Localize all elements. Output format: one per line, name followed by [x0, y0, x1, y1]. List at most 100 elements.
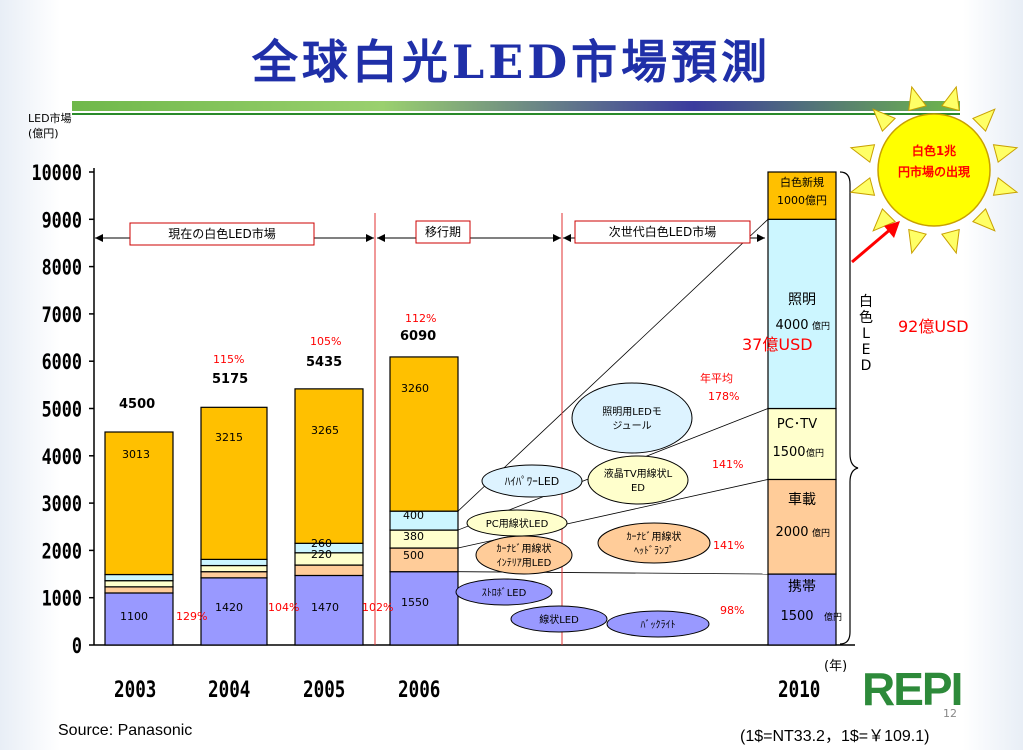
seg2010-pctv-unit: 億円 [806, 447, 824, 459]
bubble-lighting-module-text: ジュール [612, 421, 651, 432]
sun-ray [872, 108, 896, 132]
phase-label-current-box [129, 222, 315, 246]
y-tick-label: 5000 [42, 398, 82, 422]
bubble-carnavi-headlamp-text: ｶｰﾅﾋﾞ用線状 [627, 530, 682, 543]
bar-segment [389, 571, 459, 646]
cagr-title: 年平均 [700, 371, 733, 385]
sun-ray [972, 208, 996, 232]
bar-label-2003-mobile: 1100 [120, 610, 148, 623]
y-tick-label: 2000 [42, 540, 82, 564]
seg2010-newwhite-value: 1000億円 [777, 194, 827, 207]
bubble-linear-led-shape [510, 605, 608, 633]
source-note: Source: Panasonic [58, 722, 193, 739]
y-tick-label: 1000 [42, 587, 82, 611]
sun-ray [872, 208, 896, 232]
bar-segment [200, 406, 268, 560]
seg2010-car-unit: 億円 [812, 527, 830, 539]
sun-ray [908, 228, 927, 255]
bar-segment [294, 388, 364, 544]
bar-segment [389, 529, 459, 549]
cagr-car: 141% [713, 539, 744, 552]
exchange-rate-note: (1$=NT33.2，1$=￥109.1) [740, 728, 930, 745]
phase-arrow-transition-head-right [553, 234, 561, 242]
phase-label-transition: 移行期 [425, 225, 461, 239]
x-tick-2006: 2006 [398, 678, 441, 703]
bar-label-2006-car: 500 [403, 549, 424, 562]
y-tick-label: 3000 [42, 492, 82, 516]
y-tick-label: 7000 [42, 303, 82, 327]
bar-segment [200, 577, 268, 646]
bar-segment [104, 431, 174, 576]
y-tick-label: 8000 [42, 256, 82, 280]
bar-label-2005-white: 3265 [311, 424, 339, 437]
x-axis-unit: (年) [824, 659, 848, 674]
bar-label-2003-white: 3013 [122, 448, 150, 461]
bubble-lighting-module-shape [571, 382, 693, 454]
bar-segment [767, 171, 837, 220]
bar-label-2006-lighting: 400 [403, 509, 424, 522]
y-tick-label: 10000 [31, 161, 82, 185]
seg2010-lighting-unit: 億円 [812, 320, 830, 332]
bubble-carnavi-interior-shape [475, 535, 573, 575]
bar-segment [104, 580, 174, 588]
sun-ray [908, 85, 927, 112]
bubble-lcd-tv-led-text: 液晶TV用線状L [604, 467, 673, 480]
chart-plot-background [66, 124, 854, 654]
y-tick-label: 0 [72, 634, 82, 658]
phase-arrow-next-head-right [757, 234, 765, 242]
annot-37-usd: 37億USD [742, 335, 813, 354]
bar-label-2004-mobile: 1420 [215, 601, 243, 614]
bar-segment [104, 586, 174, 594]
phase-label-transition-box [415, 220, 471, 244]
phase-arrow-current-head-left [95, 234, 103, 242]
total-2004: 5175 [212, 372, 248, 387]
cagr-mobile: 98% [720, 604, 744, 617]
bubble-backlight-shape [606, 610, 710, 638]
total-2006: 6090 [400, 329, 436, 344]
bubble-pc-led-text: PC用線状LED [486, 517, 549, 530]
seg2010-pctv-value: 1500 [772, 445, 805, 460]
sun-text-line2: 円市場の出現 [898, 164, 970, 179]
bar-segment [200, 571, 268, 579]
growth-side-2004: 129% [176, 610, 207, 623]
sun-ray [941, 85, 960, 112]
cagr-pctv: 141% [712, 458, 743, 471]
growth-side-2006: 102% [362, 601, 393, 614]
seg2010-newwhite-name: 白色新規 [780, 175, 824, 189]
bar-label-2006-pctv: 380 [403, 530, 424, 543]
x-tick-2004: 2004 [208, 678, 251, 703]
brace-white-led [839, 171, 859, 645]
bubble-carnavi-interior-text: ｲﾝﾃﾘｱ用LED [497, 558, 552, 569]
bar-label-2006-white: 3260 [401, 382, 429, 395]
bar-label-2005-mobile: 1470 [311, 601, 339, 614]
seg2010-car-name: 車載 [788, 491, 816, 508]
bubble-highpower-led-shape [481, 464, 583, 498]
seg2010-mobile-unit: 億円 [824, 611, 842, 623]
growth-2005: 105% [310, 335, 341, 348]
bubble-carnavi-headlamp-text: ﾍｯﾄﾞﾗﾝﾌﾟ [634, 545, 674, 557]
bar-segment [767, 478, 837, 575]
repi-logo: REPI [862, 663, 963, 715]
phase-label-current: 現在の白色LED市場 [168, 226, 276, 241]
x-tick-2003: 2003 [114, 678, 157, 703]
title-underline [72, 101, 960, 111]
seg2010-pctv-name: PC･TV [777, 417, 817, 432]
bar-segment [200, 558, 268, 567]
bar-segment [389, 356, 459, 512]
seg2010-mobile-value: 1500 [780, 609, 813, 624]
bar-segment [104, 592, 174, 646]
sun-ray [972, 108, 996, 132]
bubble-carnavi-interior-text: ｶｰﾅﾋﾞ用線状 [497, 542, 552, 555]
bar-segment [389, 510, 459, 531]
brace-label-char: 色 [859, 309, 873, 326]
growth-side-2005: 104% [268, 601, 299, 614]
bar-label-2005-car: 220 [311, 548, 332, 561]
phase-label-next-box [574, 220, 751, 244]
bubble-strobe-led-text: ｽﾄﾛﾎﾞLED [482, 587, 527, 599]
sun-ray [992, 144, 1019, 163]
bubble-highpower-led-text: ﾊｲﾊﾟﾜｰLED [505, 475, 560, 488]
sun-ray [941, 228, 960, 255]
bubble-lcd-tv-led-text: ED [631, 483, 645, 494]
bubble-linear-led-text: 線状LED [539, 613, 579, 626]
slide-title: 全球白光LED市場預測 [251, 35, 772, 89]
